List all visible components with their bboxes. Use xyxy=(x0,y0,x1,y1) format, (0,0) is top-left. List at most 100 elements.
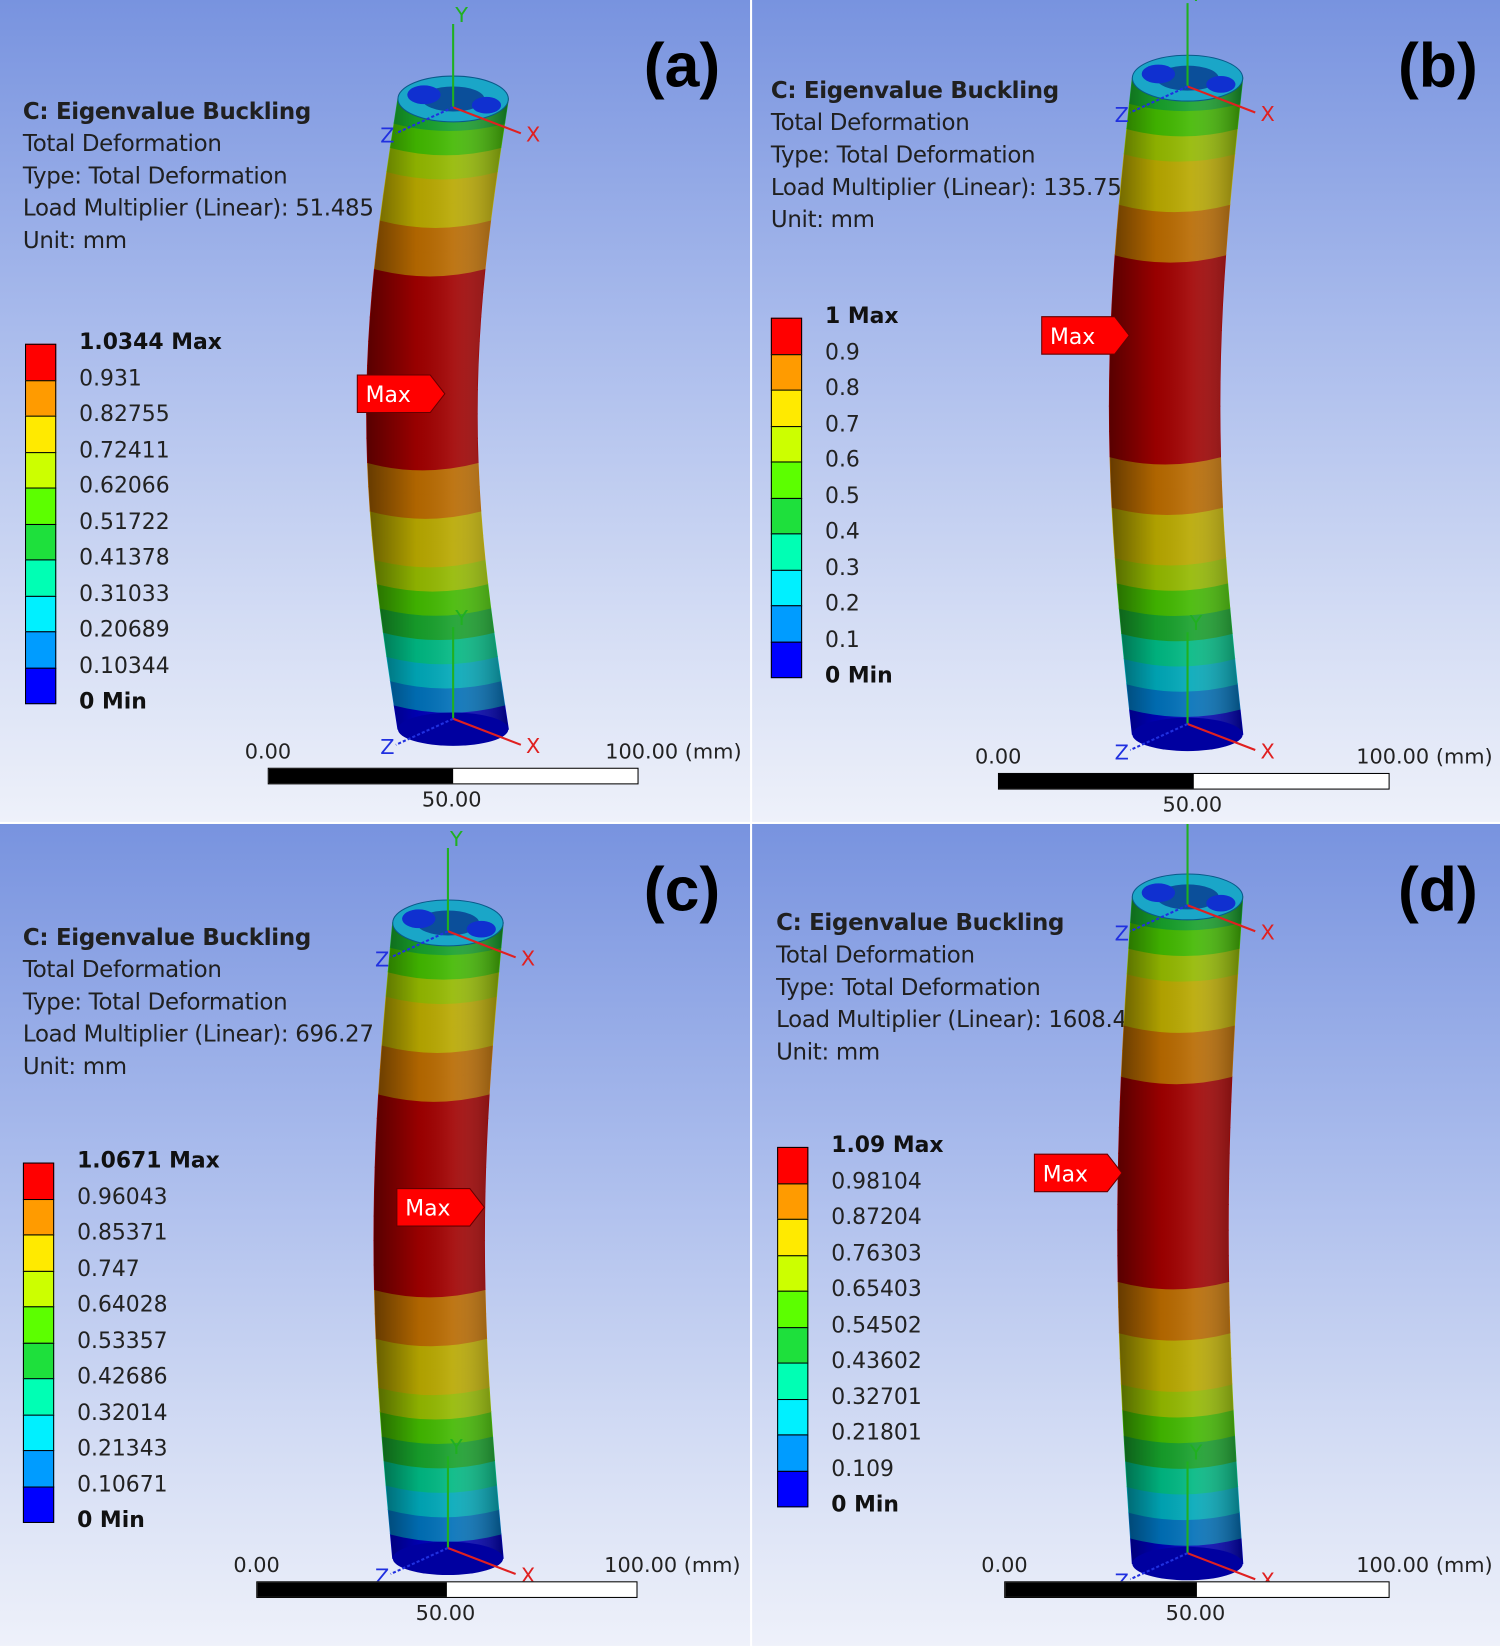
legend-label: 0.2 xyxy=(825,590,860,616)
max-flag-shape xyxy=(396,1188,486,1227)
legend-swatch xyxy=(22,1485,55,1523)
legend-label: 0 Min xyxy=(825,662,893,688)
axis-label-y: Y xyxy=(449,1435,463,1459)
scale-bar-fill xyxy=(268,768,454,784)
cylinder-shading xyxy=(366,98,509,730)
max-probe-flag[interactable]: Max xyxy=(356,374,446,414)
legend-label: 0.85371 xyxy=(77,1219,168,1245)
legend-label: 0.64028 xyxy=(77,1291,168,1317)
legend-label: 0 Min xyxy=(77,1507,145,1533)
legend-swatch xyxy=(22,1234,55,1272)
legend-label: 0.8 xyxy=(825,375,860,401)
axis-label-z: Z xyxy=(1115,922,1129,946)
scale-bar-fill xyxy=(998,773,1194,789)
panel-d: C: Eigenvalue Buckling Total Deformation T… xyxy=(752,823,1500,1646)
top-cap-patch xyxy=(402,909,436,929)
info-subtitle: Total Deformation xyxy=(22,957,222,984)
scale-label-right: 100.00 (mm) xyxy=(604,1552,741,1578)
top-cap-patch xyxy=(1206,76,1236,93)
axis-label-y: Y xyxy=(454,3,468,27)
info-type: Type: Total Deformation xyxy=(22,989,288,1016)
z-axis-icon xyxy=(1129,85,1188,114)
scale-label-left: 0.00 xyxy=(244,738,292,764)
x-axis-icon xyxy=(1187,85,1256,114)
max-flag-shape xyxy=(1041,316,1130,355)
legend-swatch xyxy=(25,559,57,597)
legend-label: 0.32014 xyxy=(77,1399,168,1425)
legend-label: 0.42686 xyxy=(77,1363,168,1389)
legend-swatch xyxy=(22,1378,55,1416)
legend-swatch xyxy=(22,1306,55,1344)
info-subtitle: Total Deformation xyxy=(776,942,975,969)
legend-swatch xyxy=(777,1326,809,1364)
scale-label-right: 100.00 (mm) xyxy=(605,738,742,764)
legend-label: 0.51722 xyxy=(79,508,170,534)
top-cap-patch xyxy=(1141,64,1176,84)
z-axis-icon xyxy=(390,1547,449,1575)
info-title: C: Eigenvalue Buckling xyxy=(22,98,311,126)
panel-letter: (d) xyxy=(1397,854,1478,924)
info-load-multiplier: Load Multiplier (Linear): 1608.4 xyxy=(776,1007,1127,1034)
x-axis-icon xyxy=(452,717,522,746)
info-load-multiplier: Load Multiplier (Linear): 135.75 xyxy=(770,175,1122,202)
legend-label: 0.72411 xyxy=(79,436,170,462)
panel-c: C: Eigenvalue Buckling Total Deformation T… xyxy=(0,823,751,1646)
bottom-cap xyxy=(1132,717,1243,752)
info-unit: Unit: mm xyxy=(776,1039,880,1066)
legend-label: 0.62066 xyxy=(79,472,170,498)
axis-label-z: Z xyxy=(380,735,394,759)
legend-swatch xyxy=(777,1398,809,1436)
legend-label: 0.9 xyxy=(825,339,860,365)
x-axis-icon xyxy=(452,106,522,135)
max-probe-flag[interactable]: Max xyxy=(1033,1153,1123,1193)
info-unit: Unit: mm xyxy=(22,228,127,255)
scale-bar xyxy=(267,767,639,785)
info-title: C: Eigenvalue Buckling xyxy=(770,78,1059,105)
legend-label: 1.0671 Max xyxy=(77,1147,220,1173)
scale-label-mid: 50.00 xyxy=(1165,1600,1226,1626)
legend-label: 0.54502 xyxy=(831,1312,922,1338)
scale-label-mid: 50.00 xyxy=(415,1600,476,1626)
coordinate-triad: Y X Z xyxy=(1115,823,1275,946)
axis-label-y: Y xyxy=(1189,0,1203,6)
legend-label: 0.10344 xyxy=(79,652,170,678)
axis-label-z: Z xyxy=(375,948,389,972)
legend-label: 0.41378 xyxy=(79,544,170,570)
legend-label: 0.87204 xyxy=(831,1204,922,1230)
legend-label: 0.4 xyxy=(825,518,860,544)
z-axis-icon xyxy=(390,930,449,959)
cylinder-shading xyxy=(1117,896,1243,1564)
x-axis-icon xyxy=(1187,723,1256,751)
info-title: C: Eigenvalue Buckling xyxy=(22,925,311,952)
panel-letter: (c) xyxy=(643,854,721,924)
legend-label: 0.96043 xyxy=(77,1183,168,1209)
legend-swatch xyxy=(770,605,803,643)
axis-label-y: Y xyxy=(1189,611,1203,635)
coordinate-triad: Y X Z xyxy=(380,3,540,148)
result-info: C: Eigenvalue Buckling Total Deformation T… xyxy=(776,907,1127,1068)
legend-label: 0.1 xyxy=(825,626,860,652)
bottom-cap xyxy=(392,1541,504,1576)
legend-swatch xyxy=(770,533,803,571)
panel-b: C: Eigenvalue Buckling Total Deformation T… xyxy=(752,0,1500,822)
legend-swatch xyxy=(777,1182,809,1220)
max-flag-shape xyxy=(1033,1153,1123,1193)
legend-label: 0.3 xyxy=(825,554,860,580)
legend-swatch xyxy=(770,389,803,427)
top-cap-patch xyxy=(1141,883,1176,903)
result-info: C: Eigenvalue Buckling Total Deformation T… xyxy=(23,922,374,1083)
info-load-multiplier: Load Multiplier (Linear): 51.485 xyxy=(22,195,374,222)
info-unit: Unit: mm xyxy=(22,1054,127,1081)
x-axis-icon xyxy=(1187,1552,1256,1581)
axis-label-x: X xyxy=(526,123,540,147)
max-probe-flag[interactable]: Max xyxy=(396,1188,486,1227)
coordinate-triad: Y X Z xyxy=(375,827,535,972)
axis-label-x: X xyxy=(1260,739,1274,763)
scale-label-right: 100.00 (mm) xyxy=(1356,1552,1493,1578)
max-probe-flag[interactable]: Max xyxy=(1041,316,1130,355)
